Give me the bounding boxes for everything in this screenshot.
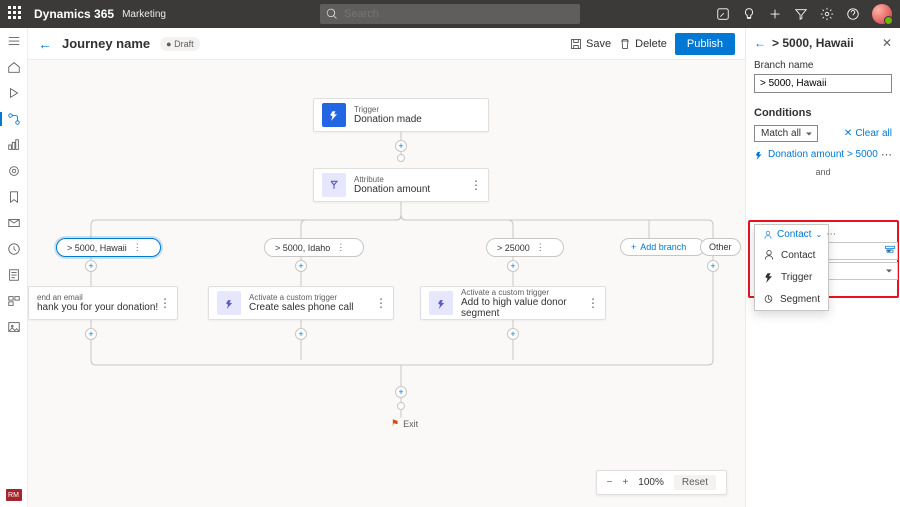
trigger-icon (322, 103, 346, 127)
search-input[interactable] (344, 8, 574, 20)
match-select[interactable]: Match all (754, 125, 818, 142)
trigger-action-icon (217, 291, 241, 315)
play-icon[interactable] (7, 86, 21, 100)
dropdown-item-trigger[interactable]: Trigger (755, 266, 828, 288)
node-more-icon[interactable]: ⋮ (375, 296, 387, 310)
action-node-1[interactable]: end an email hank you for your donation!… (28, 286, 178, 320)
other-branch-pill[interactable]: Other (700, 238, 741, 256)
action-node-3[interactable]: Activate a custom trigger Add to high va… (420, 286, 606, 320)
condition-more-icon[interactable]: ⋯ (881, 148, 892, 161)
add-step-button[interactable]: + (507, 328, 519, 340)
segment-icon[interactable] (7, 294, 21, 308)
target-icon[interactable] (7, 164, 21, 178)
attribute-icon (322, 173, 346, 197)
properties-panel: ← > 5000, Hawaii ✕ Branch name Condition… (745, 28, 900, 507)
branch-pill-3[interactable]: > 25000⋮ (486, 238, 564, 257)
command-bar: ← Journey name ● Draft Save Delete Publi… (28, 28, 745, 60)
add-step-button[interactable]: + (85, 328, 97, 340)
trigger-action-icon (429, 291, 453, 315)
form-icon[interactable] (7, 268, 21, 282)
panel-back-button[interactable]: ← (754, 36, 766, 50)
panel-close-button[interactable]: ✕ (882, 36, 892, 50)
panel-title: > 5000, Hawaii (772, 36, 854, 50)
lightbulb-icon[interactable] (742, 7, 756, 21)
branch-more-icon[interactable]: ⋮ (133, 242, 142, 253)
dropdown-header[interactable]: Contact ⌄ ⋯ (755, 225, 828, 244)
zoom-level: 100% (638, 477, 664, 488)
journey-canvas[interactable]: Trigger Donation made + Attribute Donati… (28, 60, 745, 507)
app-launcher-icon[interactable] (8, 6, 24, 22)
help-icon[interactable] (846, 7, 860, 21)
home-icon[interactable] (7, 60, 21, 74)
zoom-reset-button[interactable]: Reset (674, 475, 716, 490)
branch-more-icon[interactable]: ⋮ (536, 242, 545, 253)
save-button[interactable]: Save (570, 38, 611, 50)
connector-dot (397, 154, 405, 162)
module-name: Marketing (122, 9, 166, 20)
status-badge: ● Draft (160, 37, 199, 51)
back-button[interactable]: ← (38, 36, 52, 52)
exit-node: ⚑Exit (391, 418, 418, 429)
zoom-control: − + 100% Reset (596, 470, 727, 495)
branch-name-input[interactable] (754, 74, 892, 93)
clock-icon[interactable] (7, 242, 21, 256)
add-branch-button[interactable]: +Add branch (620, 238, 705, 256)
add-step-button[interactable]: + (295, 328, 307, 340)
add-step-button[interactable]: + (295, 260, 307, 272)
add-step-button[interactable]: + (395, 140, 407, 152)
connector-dot (397, 402, 405, 410)
branch-more-icon[interactable]: ⋮ (336, 242, 345, 253)
plus-icon[interactable] (768, 7, 782, 21)
entity-dropdown: Contact ⌄ ⋯ Contact Trigger Segment (754, 224, 829, 311)
trigger-node[interactable]: Trigger Donation made (313, 98, 489, 132)
action-node-2[interactable]: Activate a custom trigger Create sales p… (208, 286, 394, 320)
condition-token[interactable]: Donation amount > 5000 (754, 149, 878, 160)
node-more-icon[interactable]: ⋮ (587, 296, 599, 310)
filter-icon[interactable] (794, 7, 808, 21)
analytics-icon[interactable] (7, 138, 21, 152)
clear-all-button[interactable]: ✕ Clear all (844, 128, 892, 139)
add-step-button[interactable]: + (85, 260, 97, 272)
add-step-button[interactable]: + (507, 260, 519, 272)
journey-icon[interactable] (7, 112, 21, 126)
global-topbar: Dynamics 365 Marketing (0, 0, 900, 28)
assistant-icon[interactable] (716, 7, 730, 21)
dropdown-item-segment[interactable]: Segment (755, 288, 828, 310)
add-step-button[interactable]: + (395, 386, 407, 398)
conditions-heading: Conditions (754, 107, 892, 119)
publish-button[interactable]: Publish (675, 33, 735, 55)
global-search[interactable] (320, 4, 580, 24)
zoom-out-button[interactable]: − (607, 477, 613, 488)
branch-name-label: Branch name (754, 60, 892, 71)
persona-badge[interactable]: RM (6, 489, 22, 501)
node-more-icon[interactable]: ⋮ (470, 178, 482, 192)
bookmark-icon[interactable] (7, 190, 21, 204)
filter-icon[interactable] (884, 244, 896, 256)
attribute-node[interactable]: Attribute Donation amount ⋮ (313, 168, 489, 202)
zoom-in-button[interactable]: + (622, 477, 628, 488)
dropdown-item-contact[interactable]: Contact (755, 244, 828, 266)
delete-button[interactable]: Delete (619, 38, 667, 50)
search-icon (326, 8, 338, 20)
add-step-button[interactable]: + (707, 260, 719, 272)
page-title: Journey name (62, 36, 150, 51)
settings-icon[interactable] (820, 7, 834, 21)
image-icon[interactable] (7, 320, 21, 334)
user-avatar[interactable] (872, 4, 892, 24)
hamburger-icon[interactable] (7, 34, 21, 48)
branch-pill-1[interactable]: > 5000, Hawaii⋮ (56, 238, 161, 257)
product-name: Dynamics 365 (34, 7, 114, 21)
mail-icon[interactable] (7, 216, 21, 230)
and-separator: and (754, 167, 892, 177)
left-nav-rail: RM (0, 28, 28, 507)
node-more-icon[interactable]: ⋮ (159, 296, 171, 310)
topbar-actions (716, 4, 892, 24)
branch-pill-2[interactable]: > 5000, Idaho⋮ (264, 238, 364, 257)
